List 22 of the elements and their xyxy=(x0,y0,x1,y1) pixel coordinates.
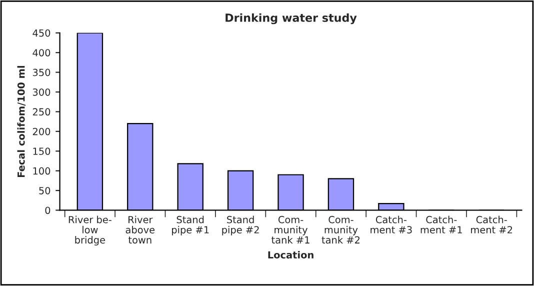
y-tick-label: 250 xyxy=(32,108,50,116)
x-axis-title: Location xyxy=(268,251,314,259)
y-tick-label: 50 xyxy=(39,186,50,194)
y-axis-title: Fecal colifom/100 ml xyxy=(17,66,26,178)
x-tick-label: River be- low bridge xyxy=(68,216,112,246)
x-tick-label: Stand pipe #1 xyxy=(172,216,209,236)
x-tick-label: Stand pipe #2 xyxy=(222,216,259,236)
x-tick-label: Catch- ment #1 xyxy=(420,216,462,234)
x-tick-label: River above town xyxy=(126,216,155,244)
y-tick-label: 400 xyxy=(32,49,50,56)
y-tick-label: 450 xyxy=(32,29,50,37)
y-tick-label: 150 xyxy=(33,148,50,155)
y-tick-label: 300 xyxy=(32,88,50,96)
x-tick-label: Com- munity tank #1 xyxy=(272,216,310,244)
y-tick-label: 100 xyxy=(33,167,50,175)
x-tick-label: Catch- ment #2 xyxy=(471,216,512,234)
chart-title: Drinking water study xyxy=(226,13,357,24)
y-tick-label: 200 xyxy=(32,128,50,136)
x-tick-label: Catch- ment #3 xyxy=(370,216,412,234)
y-tick-label: 350 xyxy=(32,68,50,76)
y-tick-label: 0 xyxy=(45,206,50,214)
x-tick-label: Com- munity tank #2 xyxy=(322,216,360,244)
